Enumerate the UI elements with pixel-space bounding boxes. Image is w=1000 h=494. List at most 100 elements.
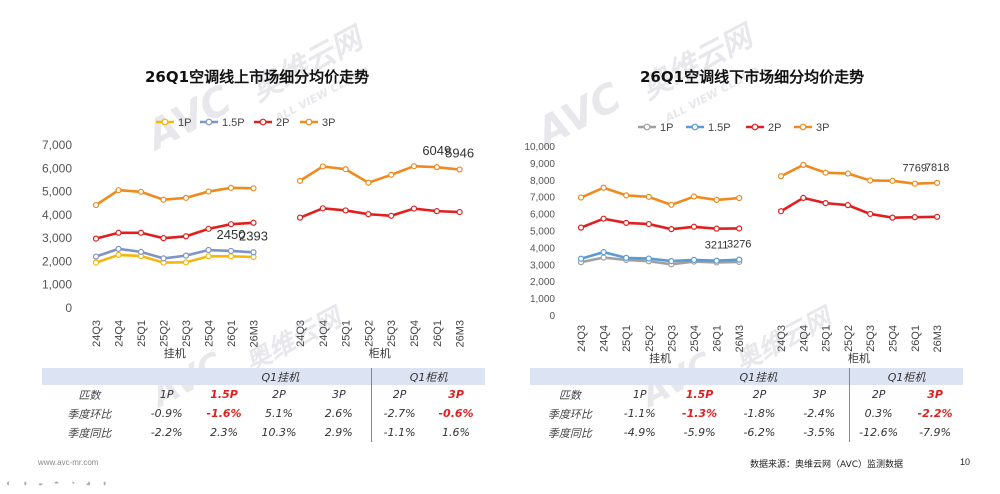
table-cell: 3P <box>789 385 849 404</box>
table-cell: 2.9% <box>306 423 371 442</box>
table-cell: -2.7% <box>372 404 427 423</box>
table-cell: 2P <box>251 385 306 404</box>
x-tick-label: 25Q3 <box>865 325 877 352</box>
table-cell: 1.6% <box>427 423 485 442</box>
legend-label: 1.5P <box>222 117 245 129</box>
table-cell: 5.1% <box>251 404 306 423</box>
table-cell: 季度同比 <box>530 423 610 442</box>
data-point <box>251 186 256 191</box>
table-cell: 2P <box>372 385 427 404</box>
data-point <box>714 226 719 231</box>
data-point <box>646 194 651 199</box>
data-point <box>161 197 166 202</box>
data-point <box>139 230 144 235</box>
data-point <box>714 258 719 263</box>
data-point <box>737 196 742 201</box>
data-point <box>845 171 850 176</box>
data-point <box>298 178 303 183</box>
data-point <box>206 189 211 194</box>
data-point <box>714 197 719 202</box>
data-point <box>94 203 99 208</box>
stats-table-online: Q1挂机 Q1柜机 匹数 1P 1.5P 2P 3P 2P 3P 季度环比 -0… <box>42 368 485 442</box>
x-tick-label: 24Q3 <box>295 320 307 347</box>
y-tick-label: 10,000 <box>524 142 555 153</box>
data-point <box>161 236 166 241</box>
data-point <box>579 256 584 261</box>
x-tick-label: 24Q3 <box>576 325 588 352</box>
data-point <box>139 249 144 254</box>
table-cell: -3.5% <box>789 423 849 442</box>
table-cell: 季度环比 <box>42 404 137 423</box>
table-cell: 3P <box>306 385 371 404</box>
page-number: 10 <box>960 457 970 467</box>
data-point <box>601 216 606 221</box>
data-point <box>434 209 439 214</box>
table-header-right: Q1柜机 <box>372 368 485 385</box>
data-point <box>184 260 189 265</box>
data-point <box>669 259 674 264</box>
data-point <box>206 248 211 253</box>
data-point <box>251 220 256 225</box>
table-cell: -0.9% <box>137 404 197 423</box>
table-cell: -1.3% <box>670 404 730 423</box>
table-cell: -12.6% <box>850 423 907 442</box>
data-point <box>161 256 166 261</box>
data-point <box>692 194 697 199</box>
data-point <box>692 257 697 262</box>
legend-label: 3P <box>816 122 829 134</box>
table-cell: -2.2% <box>137 423 197 442</box>
x-tick-label: 25Q1 <box>136 320 148 347</box>
data-point <box>412 206 417 211</box>
x-tick-label: 24Q3 <box>91 320 103 347</box>
data-point <box>184 234 189 239</box>
y-tick-label: 8,000 <box>530 176 555 187</box>
data-point <box>868 211 873 216</box>
x-tick-label: 25Q3 <box>386 320 398 347</box>
legend-marker <box>162 119 168 125</box>
x-tick-label: 25Q2 <box>644 325 656 352</box>
table-cell: -2.2% <box>907 404 963 423</box>
y-tick-label: 7,000 <box>530 193 555 204</box>
data-point <box>229 222 234 227</box>
y-tick-label: 6,000 <box>42 161 72 175</box>
table-cell: -5.9% <box>670 423 730 442</box>
data-point <box>320 164 325 169</box>
y-tick-label: 2,000 <box>530 277 555 288</box>
data-point <box>601 255 606 260</box>
data-point <box>251 250 256 255</box>
x-tick-label: 25Q4 <box>888 325 900 352</box>
table-cell: 匹数 <box>530 385 610 404</box>
x-tick-label: 25Q1 <box>621 325 633 352</box>
table-cell: 1.5P <box>670 385 730 404</box>
data-point <box>139 189 144 194</box>
source-text: 数据来源：奥维云网（AVC）监测数据 <box>750 457 903 470</box>
data-point <box>669 202 674 207</box>
y-tick-label: 3,000 <box>42 231 72 245</box>
data-point <box>412 164 417 169</box>
data-point <box>779 174 784 179</box>
y-tick-label: 5,000 <box>42 185 72 199</box>
data-label: 7769 <box>903 163 927 175</box>
table-header-left: Q1挂机 <box>730 368 850 385</box>
x-tick-label: 25Q3 <box>666 325 678 352</box>
x-tick-label: 26M3 <box>734 325 746 353</box>
table-header-row: Q1挂机 Q1柜机 <box>530 368 963 385</box>
legend-marker <box>692 124 698 130</box>
data-point <box>229 254 234 259</box>
data-point <box>823 201 828 206</box>
data-point <box>457 167 462 172</box>
table-cell: 2P <box>730 385 790 404</box>
data-label: 2393 <box>239 228 268 243</box>
data-point <box>184 253 189 258</box>
legend-marker <box>800 124 806 130</box>
table-cell: 2.6% <box>306 404 371 423</box>
table-cell: 10.3% <box>251 423 306 442</box>
toolbar-icons[interactable]: ◐ ◑ ◒ ◓ ◔ ◕ ◖ <box>6 478 111 488</box>
data-point <box>737 226 742 231</box>
data-point <box>116 230 121 235</box>
x-tick-label: 26Q1 <box>432 320 444 347</box>
y-tick-label: 1,000 <box>530 294 555 305</box>
table-cell: -1.6% <box>197 404 252 423</box>
data-point <box>366 180 371 185</box>
x-tick-label: 25Q1 <box>341 320 353 347</box>
